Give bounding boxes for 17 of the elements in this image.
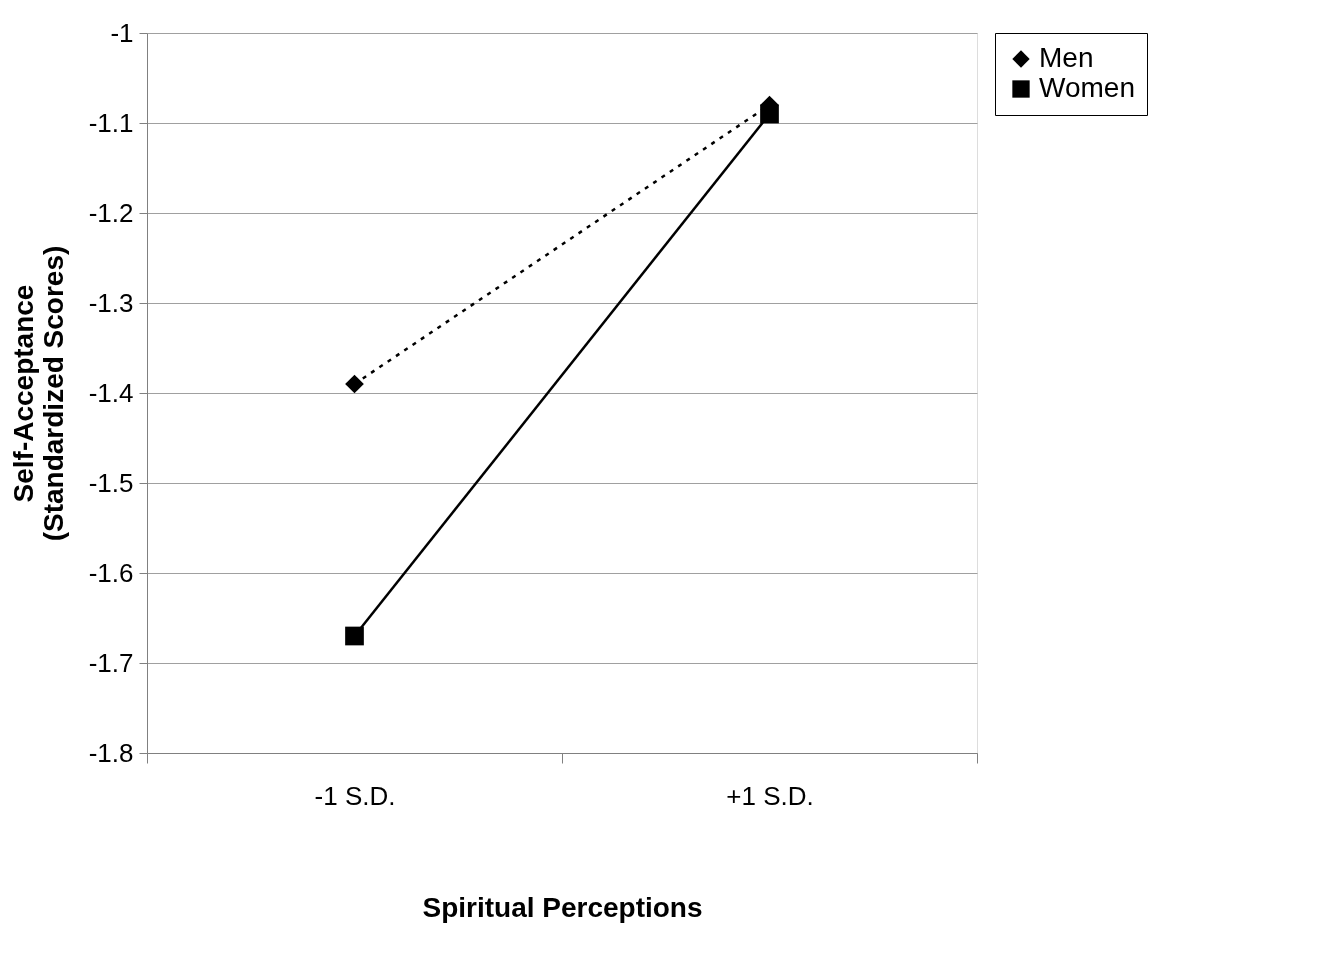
x-tick-label: +1 S.D. [726,780,814,811]
y-tick-label: -1.6 [88,557,134,588]
y-tick-label: -1.4 [88,377,134,408]
y-tick-label: -1.5 [88,467,134,498]
y-tick-label: -1.1 [88,107,134,138]
y-tick-label: -1.2 [88,197,134,228]
y-tick-label: -1.7 [88,647,134,678]
y-tick-label: -1 [110,17,134,48]
x-tick-label: -1 S.D. [314,780,396,811]
x-axis-title: Spiritual Perceptions [422,891,703,923]
y-axis-title: Self-Acceptance (Standardized Scores) [7,245,69,542]
point [345,626,364,646]
y-tick-label: -1.3 [88,287,134,318]
legend-label: Women [1039,72,1135,103]
point [345,374,364,394]
legend-label: Men [1039,42,1094,73]
y-tick-label: -1.8 [88,737,134,768]
